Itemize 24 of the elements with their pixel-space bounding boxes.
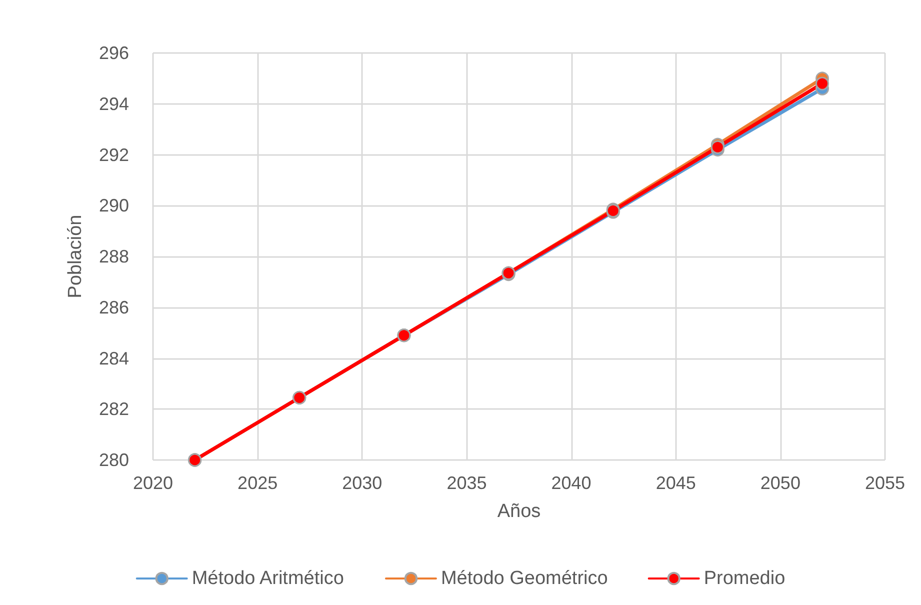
legend-label: Método Geométrico: [440, 568, 608, 589]
x-tick-label: 2040: [551, 473, 592, 493]
x-tick-label: 2030: [342, 473, 382, 493]
x-tick-label: 2035: [446, 473, 487, 493]
y-axis-title: Población: [65, 214, 86, 298]
x-axis-title: Años: [497, 501, 541, 522]
legend-label: Promedio: [704, 568, 786, 589]
x-tick-label: 2055: [864, 473, 906, 493]
point: [816, 76, 830, 90]
legend-label: Método Aritmético: [192, 568, 344, 589]
point: [710, 140, 724, 154]
y-tick-label: 294: [98, 94, 129, 114]
y-tick-label: 290: [98, 196, 129, 216]
y-tick-label: 284: [98, 348, 129, 368]
y-tick-label: 280: [98, 450, 129, 470]
x-tick-label: 2045: [656, 473, 696, 493]
y-tick-label: 288: [98, 246, 129, 266]
x-tick-label: 2020: [132, 473, 174, 493]
y-tick-label: 296: [98, 43, 129, 63]
y-tick-label: 286: [98, 297, 129, 318]
x-tick-label: 2050: [760, 473, 800, 493]
y-tick-label: 282: [98, 399, 129, 420]
x-tick-label: 2025: [238, 473, 278, 493]
y-tick-label: 292: [98, 144, 129, 165]
